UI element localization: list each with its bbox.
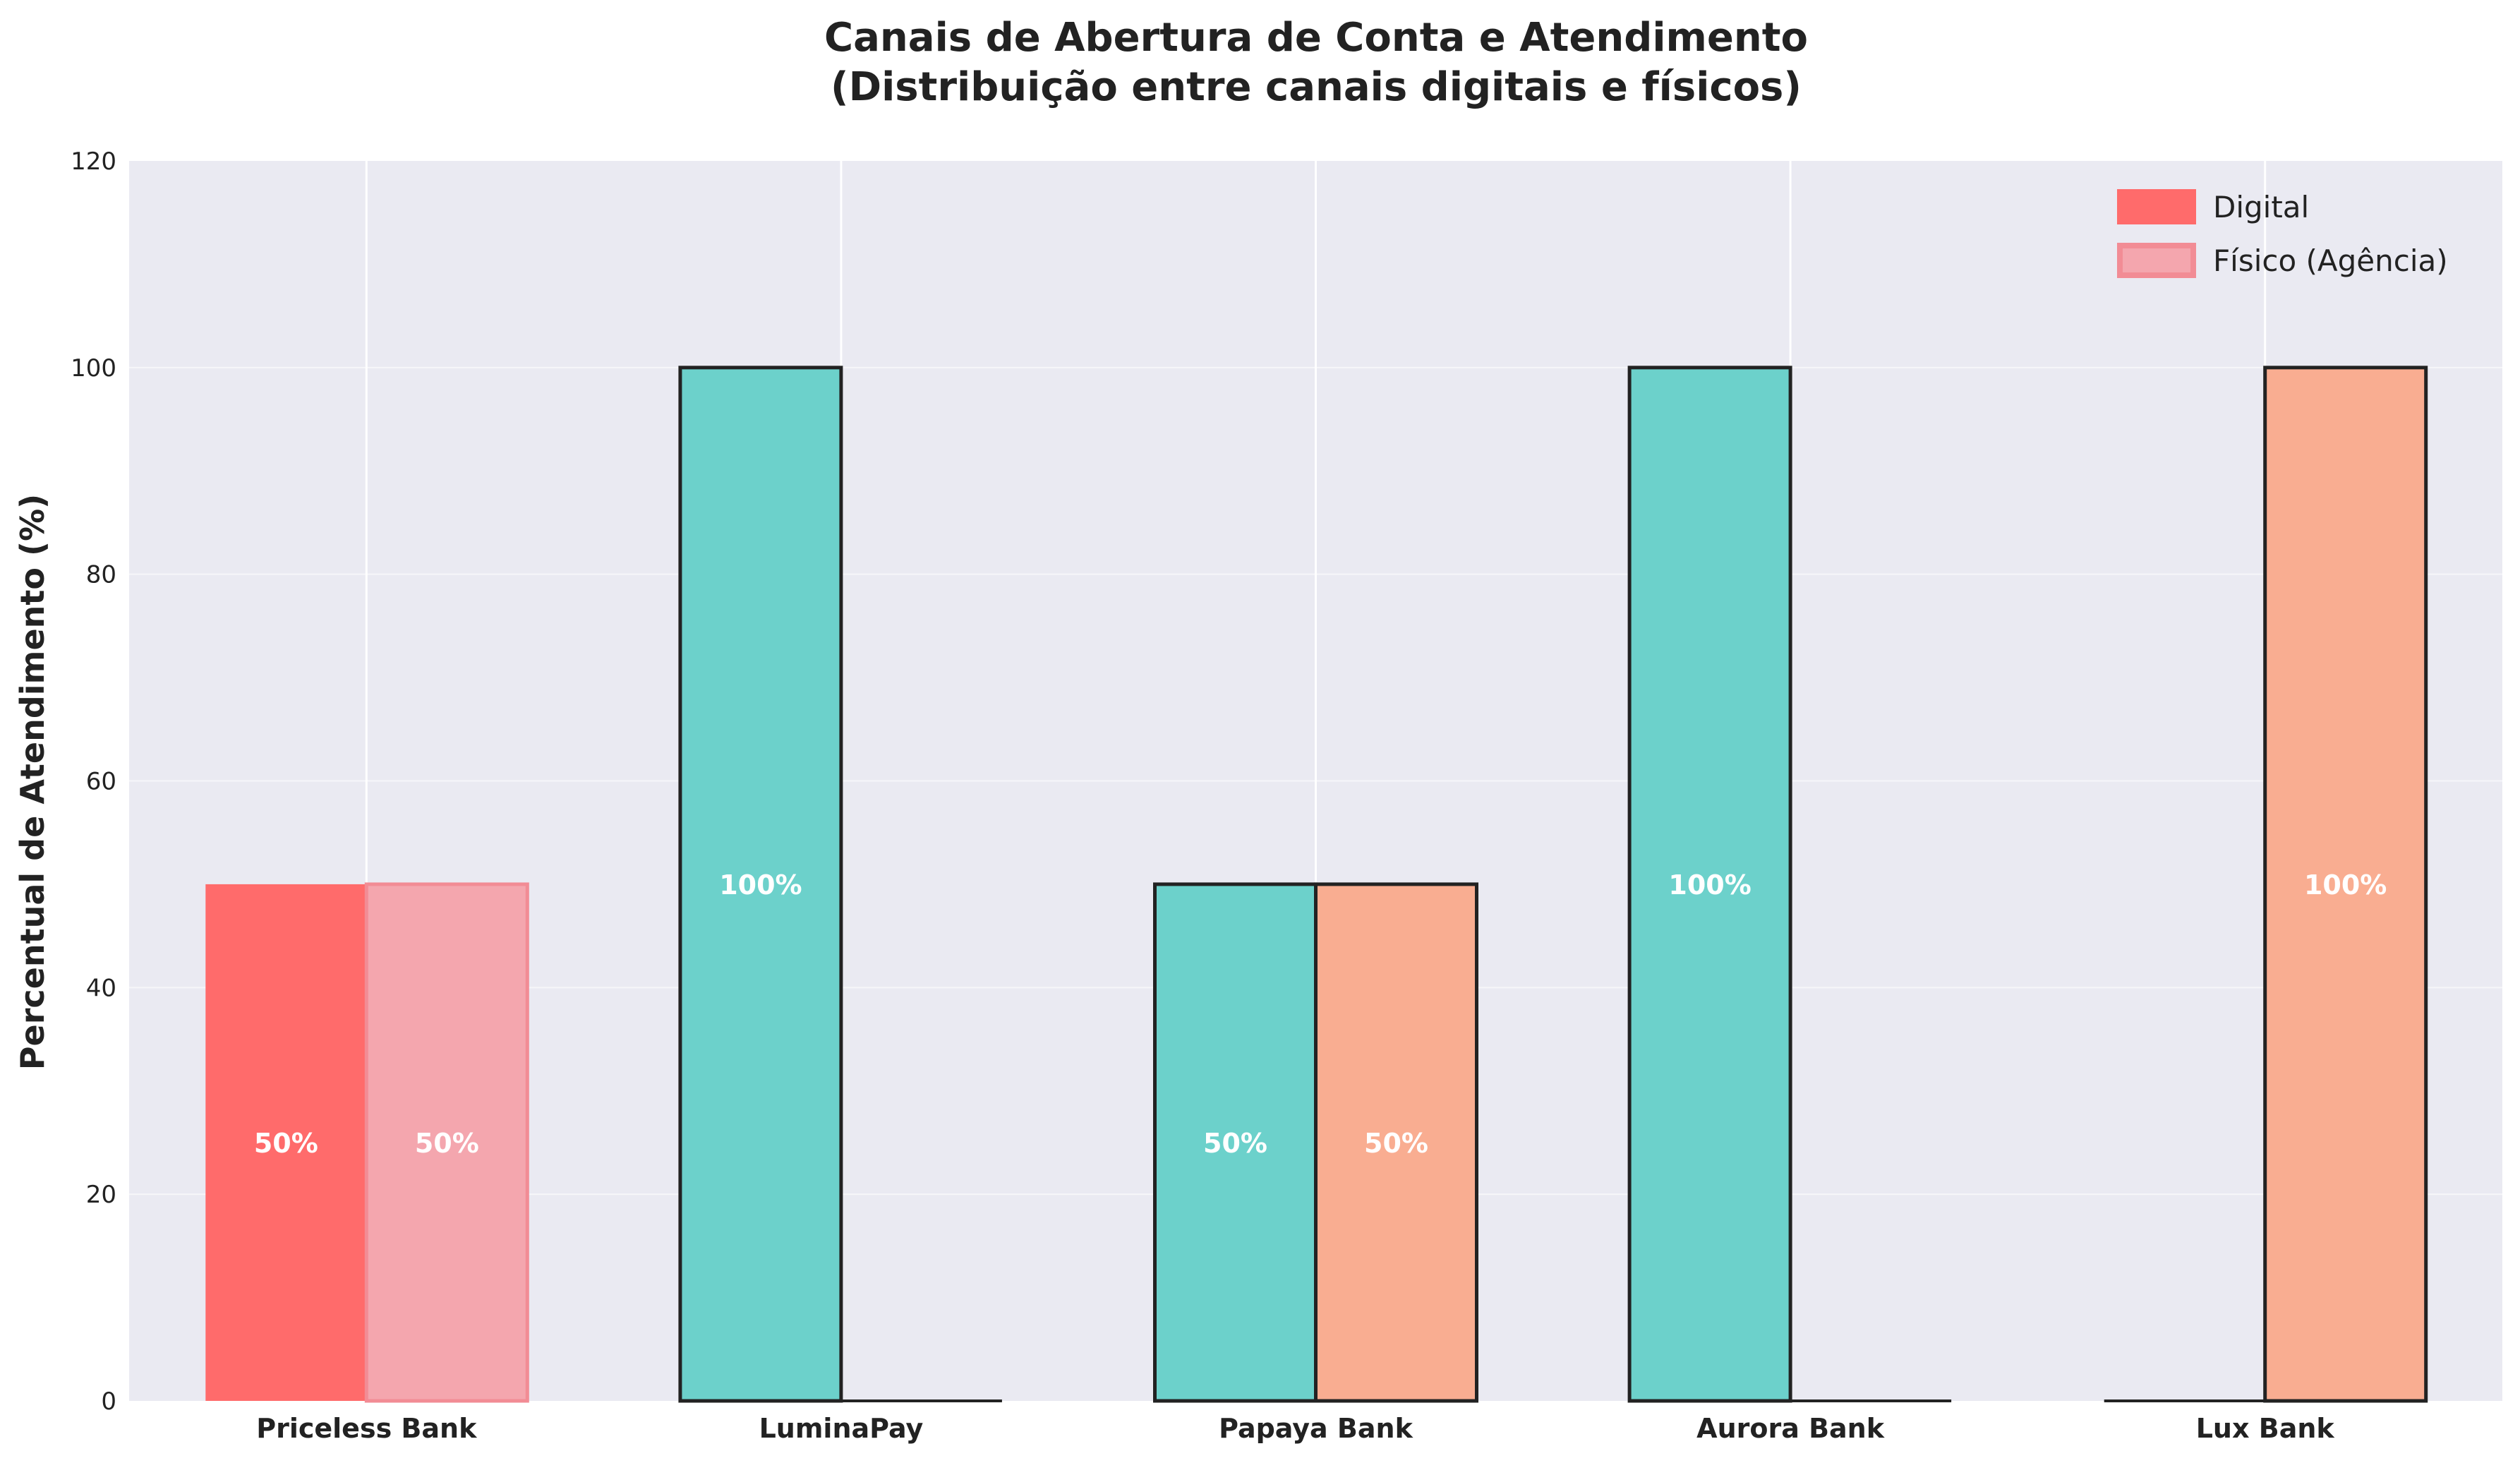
x-tick-label: Priceless Bank	[256, 1413, 477, 1444]
x-tick-label: Papaya Bank	[1219, 1413, 1413, 1444]
bar-digital-aurora-bank	[1627, 366, 1792, 1403]
y-tick-label: 40	[86, 974, 116, 1002]
bar-fisico-papaya-bank	[1314, 882, 1478, 1403]
legend-swatch-digital	[2117, 189, 2196, 224]
bar-value-label: 50%	[1203, 1128, 1267, 1159]
y-tick-label: 120	[71, 147, 116, 176]
x-tick-label: LuminaPay	[759, 1413, 924, 1444]
bar-value-label: 50%	[254, 1128, 318, 1159]
y-tick-label: 80	[86, 561, 116, 589]
bar-value-label: 100%	[1668, 869, 1751, 901]
bar-digital-papaya-bank	[1153, 882, 1318, 1403]
bar-value-label: 50%	[415, 1128, 479, 1159]
chart-title-line-2: (Distribuição entre canais digitais e fí…	[831, 64, 1802, 110]
value-label-layer: 50% 50% 100% 50% 50% 100% 100%	[254, 869, 2387, 1159]
bar-digital-priceless-bank	[205, 884, 367, 1401]
y-axis-ticks: 0 20 40 60 80 100 120	[71, 147, 116, 1416]
y-tick-label: 60	[86, 768, 116, 796]
legend-label-digital: Digital	[2213, 190, 2309, 224]
y-axis-label: Percentual de Atendimento (%)	[13, 494, 52, 1070]
chart-title-line-1: Canais de Abertura de Conta e Atendiment…	[824, 15, 1808, 61]
bar-digital-luminapay	[678, 366, 843, 1403]
x-tick-label: Lux Bank	[2196, 1413, 2335, 1444]
y-tick-label: 100	[71, 354, 116, 383]
legend-swatch-fisico	[2117, 243, 2196, 278]
bar-value-label: 50%	[1364, 1128, 1428, 1159]
bar-value-label: 100%	[2304, 869, 2387, 901]
legend-label-fisico: Físico (Agência)	[2213, 243, 2448, 278]
bar-fisico-lux-bank	[2263, 366, 2428, 1403]
x-axis-ticks: Priceless Bank LuminaPay Papaya Bank Aurora…	[256, 1413, 2334, 1444]
bar-layer	[205, 366, 2428, 1403]
y-tick-label: 0	[101, 1387, 116, 1416]
legend[interactable]: Digital Físico (Agência)	[2117, 189, 2448, 278]
y-tick-label: 20	[86, 1181, 116, 1209]
x-tick-label: Aurora Bank	[1696, 1413, 1885, 1444]
bar-fisico-priceless-bank	[364, 882, 529, 1403]
bar-value-label: 100%	[719, 869, 802, 901]
